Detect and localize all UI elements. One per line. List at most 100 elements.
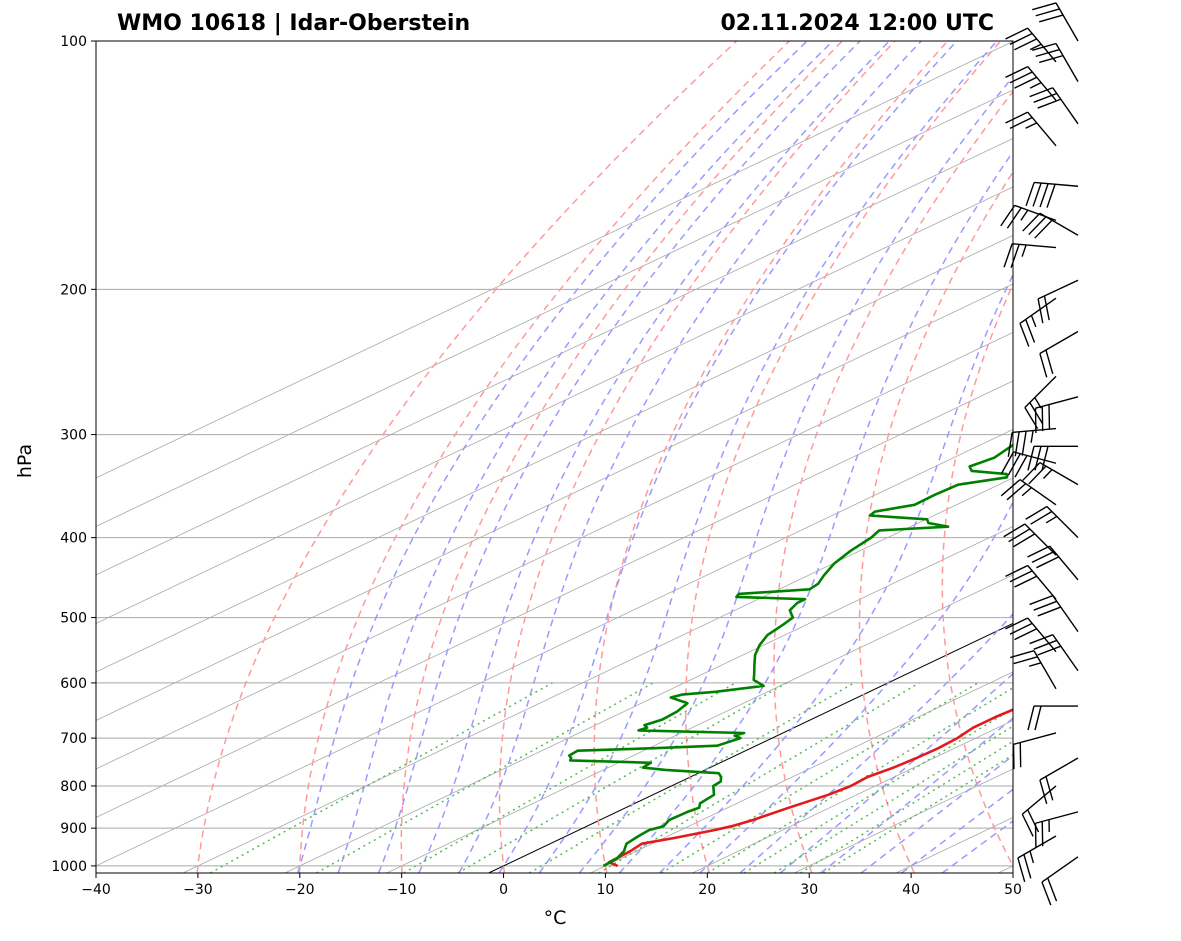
isotherm--50: [96, 380, 1013, 818]
wind-barb-staff: [1021, 785, 1057, 815]
wind-barb-feather: [1009, 71, 1033, 84]
mixing-ratio-line: [822, 754, 1013, 873]
wind-barb: [1012, 732, 1057, 770]
x-tick-label: 30: [800, 882, 818, 898]
wind-barb-half-feather: [1021, 487, 1032, 497]
y-tick-label: 900: [60, 821, 87, 837]
y-tick-label: 400: [60, 531, 87, 547]
wind-barb-staff: [1037, 279, 1079, 300]
wind-barb-staff: [1039, 462, 1079, 486]
wind-barb: [1027, 705, 1078, 731]
wind-barb: [1032, 2, 1079, 42]
wind-barb: [1041, 856, 1079, 906]
wind-barb-staff: [1052, 634, 1079, 672]
wind-barb-staff: [1035, 396, 1079, 409]
dry-adiabat: [298, 41, 790, 873]
wind-barb-feather: [1022, 212, 1041, 232]
x-tick-label: 20: [698, 882, 716, 898]
y-tick-label: 1000: [51, 859, 87, 875]
wind-barb-staff: [1034, 181, 1079, 187]
wind-barb-half-feather: [1029, 82, 1042, 89]
wind-barb-half-feather: [1020, 209, 1029, 221]
wind-barb: [1021, 785, 1057, 837]
plot-background: [96, 41, 1013, 873]
moist-adiabat: [296, 41, 808, 873]
wind-barb-feather: [1014, 575, 1038, 588]
wind-barb-feather: [1006, 483, 1027, 501]
y-tick-label: 800: [60, 779, 87, 795]
wind-barb-staff: [1027, 617, 1057, 653]
wind-barb: [1022, 462, 1079, 486]
mixing-ratio-line: [457, 682, 788, 873]
wind-barb: [1029, 594, 1079, 633]
mixing-ratio-line: [661, 682, 979, 873]
wind-barb-feather: [1028, 465, 1047, 485]
wind-barb: [1005, 27, 1057, 63]
wind-barb-staff: [1039, 212, 1079, 236]
wind-barb-feather: [1032, 2, 1057, 11]
isotherm--110: [96, 89, 1013, 527]
temperature-profile: [607, 708, 1013, 868]
isotherm--60: [96, 331, 1013, 770]
moist-adiabat: [538, 41, 998, 873]
plot-frame: [95, 40, 1014, 874]
wind-barb: [1005, 65, 1057, 101]
wind-barb: [1039, 330, 1079, 378]
dry-adiabat: [498, 41, 896, 873]
isotherm--100: [96, 137, 1013, 576]
wind-barb-feather: [1007, 432, 1013, 457]
dry-adiabat: [196, 41, 738, 873]
dry-adiabat: [593, 41, 949, 873]
wind-barb-feather: [1031, 550, 1055, 563]
wind-barb-feather: [1005, 111, 1029, 124]
wind-barb: [1027, 545, 1079, 581]
wind-barb-feather: [1013, 533, 1036, 548]
wind-barb-feather: [1013, 656, 1038, 665]
isotherm-20: [692, 719, 1013, 873]
wind-barb-half-feather: [1021, 244, 1027, 257]
x-tick-label: 50: [1004, 882, 1022, 898]
wind-barb-feather: [1009, 570, 1033, 583]
mixing-ratio-line: [707, 686, 1013, 873]
wind-barb-feather: [1006, 207, 1022, 229]
y-tick-label: 600: [60, 676, 87, 692]
moist-adiabat: [739, 612, 1013, 873]
wind-barb-staff: [1027, 565, 1057, 600]
y-tick-label: 200: [60, 282, 87, 298]
dry-adiabat: [773, 90, 1013, 873]
y-axis-ticks: 100 200 300 400 500 600 700 800 900 1000: [51, 34, 96, 875]
wind-barb-feather: [1045, 349, 1054, 374]
isotherm--40: [96, 428, 1013, 867]
wind-barb-feather: [1014, 455, 1028, 478]
wind-barb-feather: [1027, 809, 1040, 833]
wind-barb-feather: [1034, 705, 1042, 731]
wind-barb: [1022, 212, 1079, 239]
wind-barb: [1034, 811, 1079, 849]
wind-barb-feather: [1047, 877, 1058, 902]
dry-adiabat: [858, 170, 1013, 873]
wind-barb-feather: [1009, 622, 1033, 635]
moist-adiabat: [498, 41, 958, 873]
mixing-ratio-line: [800, 740, 1013, 873]
wind-barb-feather: [1033, 600, 1058, 611]
isotherm--120: [96, 41, 1013, 479]
wind-barb-staff: [1055, 2, 1079, 42]
wind-barb: [1017, 835, 1057, 883]
x-tick-label: −20: [285, 882, 315, 898]
wind-barb-feather: [1043, 295, 1050, 321]
chart-title-time: 02.11.2024 12:00 UTC: [720, 11, 994, 36]
x-axis-ticks: −40 −30 −20 −10 0 10 20 30 40 50: [81, 873, 1022, 898]
wind-barb: [1003, 243, 1057, 268]
wind-barb-feather: [1029, 634, 1054, 645]
wind-barb-staff: [1019, 479, 1057, 506]
wind-barb-feather: [1000, 479, 1021, 497]
moist-adiabat: [458, 41, 922, 873]
moist-adiabat: [377, 41, 861, 873]
wind-barb-staff: [1027, 66, 1057, 101]
wind-barb: [1025, 181, 1079, 208]
x-tick-label: 0: [499, 882, 508, 898]
isotherm--20: [284, 525, 1013, 873]
wind-barb-staff: [1052, 87, 1079, 125]
mixing-ratio-line: [773, 725, 1013, 873]
y-tick-label: 300: [60, 428, 87, 444]
